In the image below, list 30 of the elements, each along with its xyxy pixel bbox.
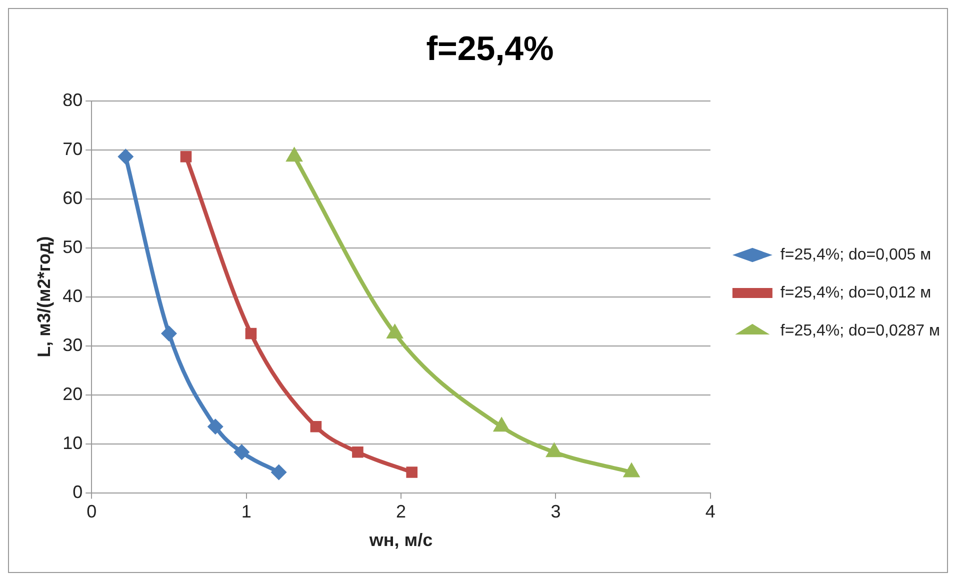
y-tick-label: 0 bbox=[72, 482, 83, 502]
point bbox=[160, 326, 177, 342]
y-tick-label: 50 bbox=[62, 236, 83, 257]
point bbox=[207, 418, 224, 435]
x-tick-label: 4 bbox=[705, 502, 716, 522]
point bbox=[234, 444, 250, 460]
x-axis-title: wн, м/с bbox=[368, 530, 433, 550]
y-tick-label: 60 bbox=[62, 188, 83, 208]
point bbox=[180, 151, 192, 162]
point bbox=[245, 328, 257, 340]
y-tick-label: 20 bbox=[62, 384, 83, 404]
point bbox=[118, 148, 134, 165]
chart-title: f=25,4% bbox=[426, 30, 554, 68]
y-tick-label: 10 bbox=[62, 432, 83, 453]
legend-label: f=25,4%; do=0,0287 м bbox=[780, 322, 940, 340]
x-tick-label: 0 bbox=[86, 502, 97, 522]
y-tick-label: 30 bbox=[62, 334, 83, 355]
x-tick-label: 1 bbox=[241, 502, 252, 522]
x-tick-label: 2 bbox=[396, 502, 406, 522]
point bbox=[352, 446, 364, 458]
point bbox=[406, 466, 418, 478]
y-tick-label: 80 bbox=[62, 90, 83, 110]
y-axis-title: L, м3/(м2*год) bbox=[34, 236, 54, 358]
y-tick-label: 40 bbox=[62, 286, 83, 306]
x-tick-label: 3 bbox=[550, 502, 561, 522]
point bbox=[310, 420, 322, 432]
legend-label: f=25,4%; do=0,012 м bbox=[780, 284, 932, 302]
legend-label: f=25,4%; do=0,005 м bbox=[780, 246, 932, 264]
point bbox=[270, 464, 287, 480]
y-tick-label: 70 bbox=[62, 138, 83, 159]
